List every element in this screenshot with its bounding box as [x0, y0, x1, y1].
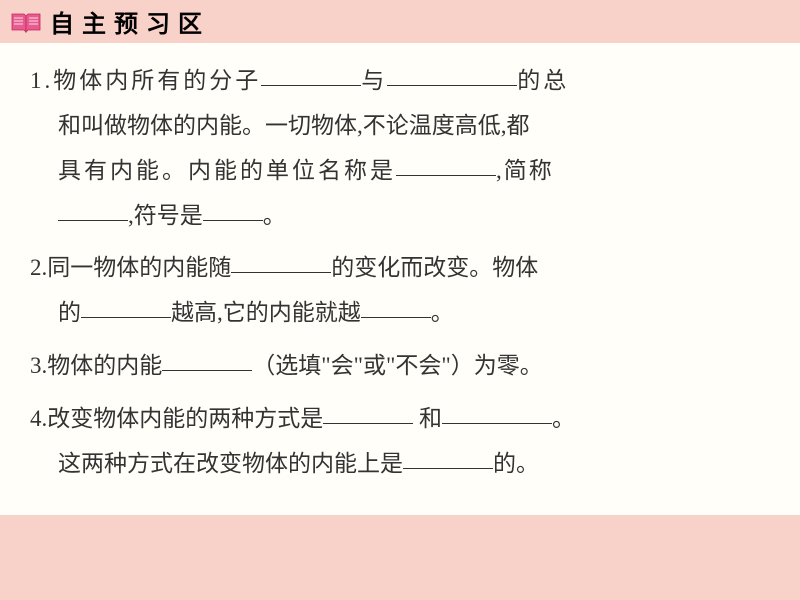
section-header: 自主预习区 — [0, 0, 800, 43]
text-segment: 的变化而改变。物体 — [331, 255, 538, 280]
text-segment: 的。 — [493, 451, 539, 476]
text-segment: 越高,它的内能就越 — [171, 300, 361, 325]
book-icon — [10, 10, 42, 34]
text-segment: 。 — [431, 300, 454, 325]
question-text: 1.物体内所有的分子 与 的总 和叫做物体的内能。一切物体,不论温度高低,都 具有内… — [30, 59, 770, 238]
blank-field — [396, 175, 496, 176]
item-number: 4. — [30, 406, 47, 431]
blank-field — [81, 317, 171, 318]
question-text: 2.同一物体的内能随 的变化而改变。物体 的 越高,它的内能就越 。 — [30, 246, 770, 336]
question-item: 1.物体内所有的分子 与 的总 和叫做物体的内能。一切物体,不论温度高低,都 具有内… — [30, 59, 770, 238]
text-segment: （选填"会"或"不会"）为零。 — [252, 353, 543, 378]
question-item: 2.同一物体的内能随 的变化而改变。物体 的 越高,它的内能就越 。 — [30, 246, 770, 336]
text-segment: ,符号是 — [128, 203, 203, 228]
blank-field — [231, 272, 331, 273]
blank-field — [323, 423, 413, 424]
text-segment: 改变物体内能的两种方式是 — [47, 406, 323, 431]
text-segment: 的总 — [517, 68, 569, 93]
text-segment: 同一物体的内能随 — [47, 255, 231, 280]
blank-field — [387, 85, 517, 86]
text-segment: 的 — [58, 300, 81, 325]
text-segment: 与 — [361, 68, 387, 93]
text-segment: 物体内所有的分子 — [53, 68, 261, 93]
blank-field — [58, 220, 128, 221]
item-number: 2. — [30, 255, 47, 280]
text-segment: 具有内能。内能的单位名称是 — [58, 158, 396, 183]
text-segment: 。 — [552, 406, 575, 431]
text-segment: 这两种方式在改变物体的内能上是 — [58, 451, 403, 476]
text-segment: 和叫做物体的内能。一切物体,不论温度高低,都 — [58, 113, 530, 138]
question-item: 4.改变物体内能的两种方式是 和 。 这两种方式在改变物体的内能上是 的。 — [30, 397, 770, 487]
blank-field — [442, 423, 552, 424]
blank-field — [261, 85, 361, 86]
blank-field — [403, 468, 493, 469]
header-title: 自主预习区 — [50, 4, 210, 39]
text-segment: 和 — [419, 406, 442, 431]
text-segment: 物体的内能 — [47, 353, 162, 378]
question-text: 4.改变物体内能的两种方式是 和 。 这两种方式在改变物体的内能上是 的。 — [30, 397, 770, 487]
blank-field — [162, 370, 252, 371]
blank-field — [361, 317, 431, 318]
question-item: 3.物体的内能 （选填"会"或"不会"）为零。 — [30, 344, 770, 389]
item-number: 1. — [30, 68, 53, 93]
text-segment: ,简称 — [496, 158, 554, 183]
blank-field — [203, 220, 263, 221]
item-number: 3. — [30, 353, 47, 378]
text-segment: 。 — [263, 203, 286, 228]
question-text: 3.物体的内能 （选填"会"或"不会"）为零。 — [30, 344, 770, 389]
content-area: 1.物体内所有的分子 与 的总 和叫做物体的内能。一切物体,不论温度高低,都 具有内… — [0, 43, 800, 515]
